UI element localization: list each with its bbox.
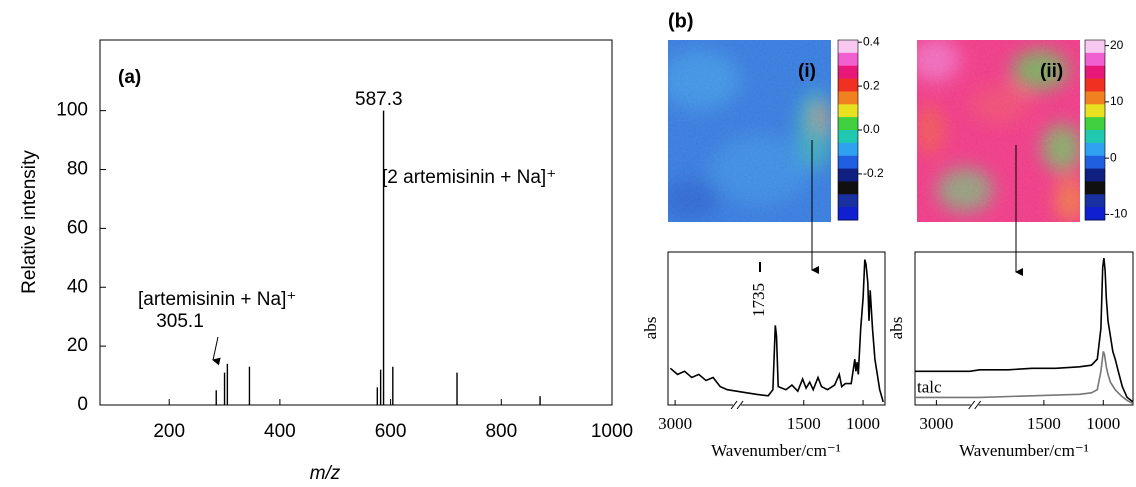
colorbar-tick-label: 0.4 <box>863 34 880 48</box>
y-axis-label: abs <box>887 317 906 340</box>
spectrum-line <box>915 351 1134 405</box>
annotation: 587.3 <box>355 89 403 110</box>
y-tick-label: 0 <box>77 394 88 415</box>
y-tick-label: 80 <box>67 159 88 180</box>
x-tick-label: 600 <box>375 421 407 442</box>
colorbar-swatch <box>1085 181 1105 195</box>
colorbar-swatch <box>838 65 858 80</box>
colorbar-swatch <box>838 52 858 67</box>
colorbar-swatch <box>838 194 858 208</box>
peak-label: 1735 <box>749 283 768 317</box>
colorbar-swatch <box>838 78 858 92</box>
annotation: 305.1 <box>156 311 204 332</box>
annotation: (a) <box>118 67 141 88</box>
y-axis-label: abs <box>641 317 660 340</box>
y-tick-label: 40 <box>67 276 88 297</box>
axis-break-gap <box>970 402 979 408</box>
annotation: [artemisinin + Na]⁺ <box>138 289 296 310</box>
colorbar-swatch <box>838 117 858 131</box>
y-axis-label: Relative intensity <box>19 150 40 294</box>
series-label: talc <box>917 377 942 396</box>
colorbar-swatch <box>1085 130 1105 144</box>
x-tick-label: 1000 <box>1086 414 1120 433</box>
x-tick-label: 1500 <box>787 414 821 433</box>
panel-label: (b) <box>668 10 694 32</box>
colorbar-swatch <box>1085 78 1105 92</box>
colorbar-swatch <box>1085 194 1105 208</box>
y-tick-label: 20 <box>67 335 88 356</box>
y-tick-label: 60 <box>67 217 88 238</box>
colorbar-swatch <box>838 142 858 157</box>
colorbar-tick-label: -0.2 <box>863 166 884 180</box>
colorbar-swatch <box>838 207 858 221</box>
spectrum-line <box>669 259 884 403</box>
colorbar-swatch <box>1085 155 1105 170</box>
image-label: (ii) <box>1040 61 1063 82</box>
plot-frame <box>667 251 886 406</box>
x-tick-label: 3000 <box>658 414 692 433</box>
axis-break-gap <box>733 402 742 408</box>
colorbar-swatch <box>1085 104 1105 118</box>
colorbar-swatch <box>1085 207 1105 221</box>
x-tick-label: 200 <box>153 421 185 442</box>
colorbar-frame <box>1084 39 1106 221</box>
colorbar-tick-label: 10 <box>1110 94 1124 108</box>
colorbar-swatch <box>1085 91 1105 105</box>
colorbar-swatch <box>838 91 858 105</box>
colorbar-tick-label: 0 <box>1110 150 1117 164</box>
spectrum-line <box>915 257 1134 403</box>
colorbar-swatch <box>1085 117 1105 131</box>
colorbar-swatch <box>1085 65 1105 80</box>
x-tick-label: 1000 <box>591 421 633 442</box>
axis-break <box>974 400 982 410</box>
axis-break <box>736 400 744 410</box>
x-axis-label: m/z <box>310 463 341 484</box>
y-tick-label: 100 <box>56 100 88 121</box>
plot-frame <box>99 39 613 406</box>
annotation: [2 artemisinin + Na]⁺ <box>382 167 556 188</box>
x-axis-label: Wavenumber/cm⁻¹ <box>959 441 1089 460</box>
x-tick-label: 400 <box>264 421 296 442</box>
colorbar-swatch <box>1085 40 1105 54</box>
colorbar-swatch <box>838 181 858 195</box>
colorbar-tick-label: 0.2 <box>863 78 880 92</box>
colorbar-swatch <box>838 168 858 182</box>
axis-break <box>730 400 738 410</box>
plot-frame <box>914 251 1134 406</box>
colorbar-swatch <box>838 155 858 170</box>
colorbar-swatch <box>1085 52 1105 67</box>
x-tick-label: 1500 <box>1027 414 1061 433</box>
axis-break <box>968 400 976 410</box>
colorbar-swatch <box>838 130 858 144</box>
x-tick-label: 800 <box>485 421 517 442</box>
colorbar-swatch <box>1085 142 1105 157</box>
colorbar-tick-label: -10 <box>1110 207 1128 221</box>
colorbar-tick-label: 0.0 <box>863 122 880 136</box>
colorbar-swatch <box>1085 168 1105 182</box>
heatmap-image <box>917 40 1080 222</box>
image-label: (i) <box>798 61 816 82</box>
x-tick-label: 1000 <box>846 414 880 433</box>
colorbar-swatch <box>838 104 858 118</box>
arrow <box>212 336 221 366</box>
x-tick-label: 3000 <box>919 414 953 433</box>
x-axis-label: Wavenumber/cm⁻¹ <box>711 441 841 460</box>
colorbar-tick-label: 20 <box>1110 38 1124 52</box>
heatmap-image <box>668 40 831 222</box>
colorbar-swatch <box>838 40 858 54</box>
